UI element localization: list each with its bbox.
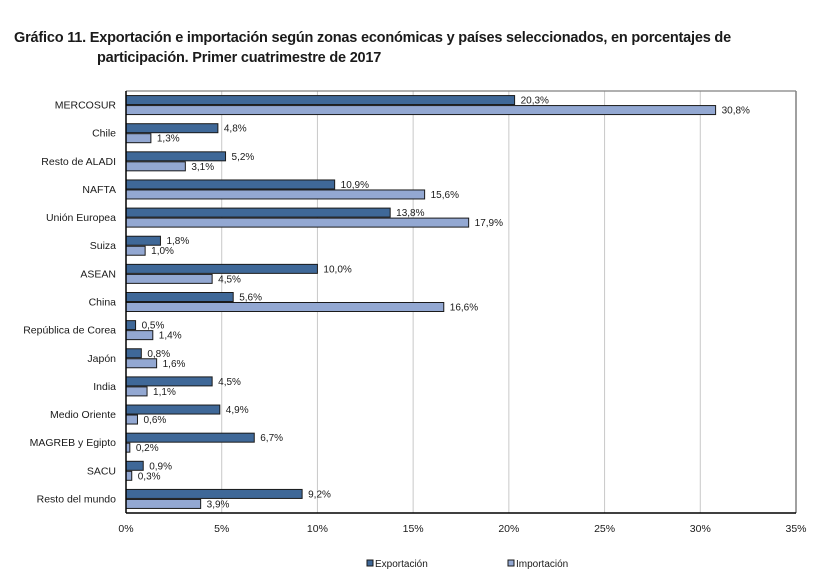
- bar-importación: [125, 414, 138, 425]
- data-label: 1,4%: [159, 331, 182, 342]
- chart-title-line-2: participación. Primer cuatrimestre de 20…: [97, 50, 382, 66]
- x-tick-label: 35%: [785, 523, 806, 535]
- bar-exportación: [125, 348, 142, 359]
- data-label: 4,9%: [226, 405, 249, 416]
- data-label: 1,1%: [153, 387, 176, 398]
- category-label: SACU: [87, 465, 116, 477]
- data-label: 1,8%: [166, 236, 189, 247]
- data-label: 0,5%: [142, 321, 165, 332]
- data-label: 20,3%: [521, 96, 549, 107]
- legend-label: Importación: [516, 559, 568, 570]
- legend-swatch-importación: [507, 559, 515, 567]
- bar-exportación: [125, 432, 255, 443]
- data-label: 4,5%: [218, 377, 241, 388]
- legend-label: Exportación: [375, 559, 428, 570]
- bar-importación: [125, 302, 445, 312]
- data-label: 3,9%: [207, 499, 230, 510]
- category-label: Resto de ALADI: [41, 156, 116, 168]
- category-label: Medio Oriente: [50, 409, 116, 421]
- data-label: 0,2%: [136, 443, 159, 454]
- data-label: 9,2%: [308, 489, 331, 500]
- x-tick-label: 0%: [118, 523, 133, 535]
- bar-importación: [125, 470, 133, 481]
- bar-importación: [125, 386, 148, 397]
- data-label: 1,0%: [151, 246, 174, 257]
- data-label: 4,5%: [218, 274, 241, 285]
- x-tick-label: 20%: [498, 523, 519, 535]
- bar-exportación: [125, 460, 144, 471]
- data-label: 1,6%: [163, 359, 186, 370]
- bar-exportación: [125, 207, 391, 218]
- bar-exportación: [125, 179, 336, 190]
- data-label: 5,6%: [239, 293, 262, 304]
- category-label: Unión Europea: [46, 212, 116, 224]
- data-label: 10,9%: [341, 180, 369, 191]
- data-label: 10,0%: [323, 264, 351, 275]
- data-label: 3,1%: [191, 162, 214, 173]
- bar-importación: [125, 498, 202, 509]
- bar-importación: [125, 105, 717, 116]
- data-label: 0,8%: [147, 349, 170, 360]
- data-label: 30,8%: [722, 106, 750, 117]
- data-label: 15,6%: [431, 190, 459, 201]
- data-label: 1,3%: [157, 134, 180, 145]
- bar-exportación: [125, 376, 213, 387]
- data-label: 0,3%: [138, 471, 161, 482]
- bar-importación: [125, 189, 426, 200]
- data-label: 5,2%: [232, 152, 255, 163]
- chart-title-line-1: Gráfico 11. Exportación e importación se…: [14, 30, 731, 46]
- x-tick-label: 5%: [214, 523, 229, 535]
- bar-importación: [125, 245, 146, 256]
- category-label: ASEAN: [80, 268, 116, 280]
- data-label: 4,8%: [224, 124, 247, 135]
- bar-exportación: [125, 95, 516, 106]
- data-label: 13,8%: [396, 208, 424, 219]
- x-tick-label: 25%: [594, 523, 615, 535]
- bar-exportación: [125, 151, 227, 162]
- data-label: 6,7%: [260, 433, 283, 444]
- bar-exportación: [125, 235, 161, 246]
- bar-exportación: [125, 404, 221, 415]
- data-label: 0,6%: [143, 415, 166, 426]
- category-label: NAFTA: [82, 184, 116, 196]
- category-label: MAGREB y Egipto: [30, 437, 117, 449]
- data-label: 17,9%: [475, 218, 503, 229]
- data-label: 16,6%: [450, 303, 478, 314]
- category-label: República de Corea: [23, 325, 116, 337]
- bar-importación: [125, 133, 152, 144]
- bar-importación: [125, 161, 186, 172]
- x-tick-label: 15%: [403, 523, 424, 535]
- legend-swatch-exportación: [366, 559, 374, 567]
- x-tick-label: 10%: [307, 523, 328, 535]
- bar-importación: [125, 217, 470, 228]
- category-label: Resto del mundo: [37, 493, 117, 505]
- bar-importación: [125, 330, 154, 341]
- category-label: India: [93, 381, 116, 393]
- bar-exportación: [125, 320, 137, 331]
- category-label: China: [89, 297, 117, 309]
- bar-importación: [125, 273, 213, 284]
- category-label: Japón: [87, 353, 116, 365]
- category-label: Suiza: [90, 240, 116, 252]
- category-label: MERCOSUR: [55, 100, 117, 112]
- data-label: 0,9%: [149, 461, 172, 472]
- x-tick-label: 30%: [690, 523, 711, 535]
- bar-exportación: [125, 123, 219, 134]
- bar-importación: [125, 358, 158, 369]
- bar-exportación: [125, 488, 303, 499]
- category-label: Chile: [92, 128, 116, 140]
- chart-title: Gráfico 11. Exportación e importación se…: [14, 28, 814, 68]
- bar-exportación: [125, 263, 318, 274]
- bar-exportación: [125, 292, 234, 302]
